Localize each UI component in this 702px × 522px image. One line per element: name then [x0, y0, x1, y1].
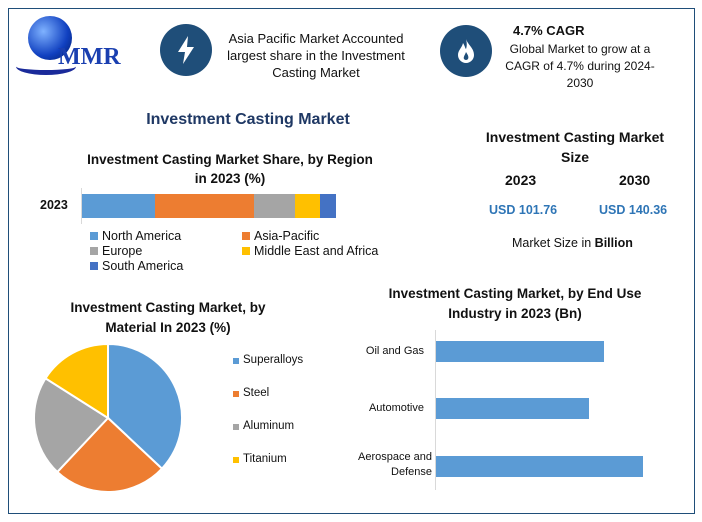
logo-text: MMR [58, 44, 121, 70]
pie-slice-titanium [44, 342, 109, 420]
legend-label: Superalloys [243, 354, 304, 366]
legend-item: South America [90, 259, 242, 273]
legend-label: South America [102, 259, 184, 273]
note-text: Market Size in [512, 236, 595, 250]
enduse-chart-title: Investment Casting Market, by End Use In… [388, 286, 642, 321]
legend-label: North America [102, 229, 182, 243]
region-stacked-bar [82, 194, 336, 218]
enduse-axis [435, 330, 436, 490]
legend-swatch [233, 424, 239, 430]
legend-item: North America [90, 229, 242, 243]
legend-swatch [90, 262, 98, 270]
legend-item: Asia-Pacific [242, 229, 402, 243]
material-pie-chart [33, 342, 183, 493]
mmr-logo: MMR [14, 14, 144, 86]
cagr-title: 4.7% CAGR [513, 23, 585, 38]
highlight-text: Asia Pacific Market Accounted largest sh… [227, 31, 405, 80]
enduse-bar [436, 398, 590, 419]
market-size-note: Market Size in Billion [512, 236, 633, 250]
enduse-category-label: Aerospace and Defense [358, 451, 432, 478]
legend-item: Steel [233, 387, 303, 420]
region-segment-south-america [319, 194, 336, 218]
legend-label: Middle East and Africa [254, 244, 379, 258]
value-2023: USD 101.76 [489, 203, 558, 217]
legend-item: Aluminum [233, 420, 303, 453]
legend-swatch [233, 391, 239, 397]
flame-icon [440, 25, 492, 77]
region-axis [81, 188, 82, 224]
year-2030: 2030 [619, 172, 651, 188]
legend-label: Aluminum [243, 420, 295, 432]
pie-slice-superalloys [107, 342, 183, 471]
enduse-bar [436, 456, 643, 477]
legend-label: Steel [243, 387, 270, 399]
main-title: Investment Casting Market [146, 111, 350, 128]
cagr-text: Global Market to grow at a CAGR of 4.7% … [505, 42, 655, 90]
legend-label: Asia-Pacific [254, 229, 320, 243]
region-segment-middle-east-and-africa [295, 194, 320, 218]
material-chart-title: Investment Casting Market, by Material I… [70, 300, 266, 335]
region-chart-title: Investment Casting Market Share, by Regi… [87, 152, 373, 186]
legend-swatch [242, 232, 250, 240]
enduse-category-label: Oil and Gas [365, 345, 424, 357]
frame [8, 8, 695, 514]
legend-swatch [233, 358, 239, 364]
legend-item: Superalloys [233, 354, 303, 387]
year-2023: 2023 [505, 172, 537, 188]
legend-swatch [233, 457, 239, 463]
pie-slice-aluminum [33, 376, 110, 474]
legend-label: Titanium [243, 453, 287, 465]
legend-swatch [90, 247, 98, 255]
region-segment-asia-pacific [154, 194, 255, 218]
legend-label: Europe [102, 244, 143, 258]
enduse-category-label: Automotive [368, 402, 424, 414]
lightning-icon [160, 24, 212, 76]
legend-swatch [242, 247, 250, 255]
region-category-label: 2023 [40, 198, 68, 212]
enduse-bar [436, 341, 604, 362]
legend-item: Europe [90, 244, 242, 258]
market-size-title: Investment Casting Market Size [485, 129, 665, 165]
pie-slice-steel [55, 416, 164, 493]
legend-swatch [90, 232, 98, 240]
note-unit: Billion [594, 236, 633, 250]
globe-icon [28, 16, 72, 60]
material-legend: Superalloys Steel Aluminum Titanium [233, 354, 303, 486]
legend-item: Titanium [233, 453, 303, 486]
region-legend: North America Asia-Pacific Europe Middle Ea… [90, 229, 410, 273]
region-segment-north-america [82, 194, 155, 218]
region-segment-europe [254, 194, 296, 218]
value-2030: USD 140.36 [599, 203, 668, 217]
legend-item: Middle East and Africa [242, 244, 402, 258]
